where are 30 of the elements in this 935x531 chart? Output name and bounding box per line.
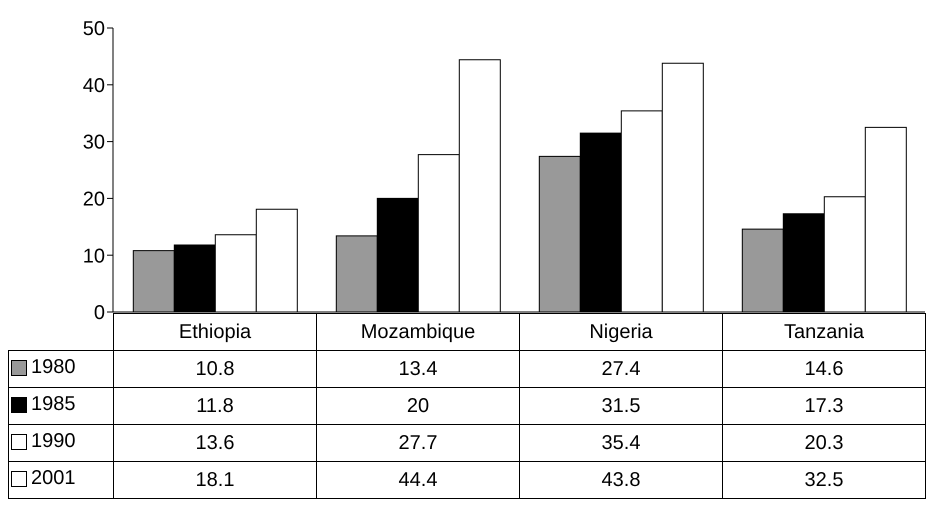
data-label: 32.5 [722, 462, 926, 498]
x-tick-label: Tanzania [722, 314, 926, 350]
data-label: 17.3 [722, 388, 926, 424]
data-label: 44.4 [316, 462, 520, 498]
y-tick-label: 10 [82, 245, 105, 268]
data-label: 35.4 [520, 424, 722, 462]
data-label: 31.5 [520, 388, 722, 424]
data-label: 10.8 [114, 350, 316, 388]
data-label: 20.3 [722, 424, 926, 462]
data-label: 11.8 [114, 388, 316, 424]
legend-label: 1985 [31, 393, 76, 416]
data-label: 18.1 [114, 462, 316, 498]
y-tick-label: 50 [82, 18, 105, 40]
data-label: 13.4 [316, 350, 520, 388]
legend-label: 2001 [31, 467, 76, 490]
legend-label: 1990 [31, 430, 76, 454]
y-tick-label: 30 [82, 132, 105, 154]
x-tick-label: Ethiopia [114, 314, 316, 350]
y-tick-label: 40 [82, 74, 105, 97]
data-label: 20 [316, 388, 520, 424]
y-tick-label: 0 [94, 302, 105, 324]
data-label: 14.6 [722, 350, 926, 388]
data-label: 43.8 [520, 462, 722, 498]
x-tick-label: Nigeria [520, 314, 722, 350]
legend-label: 1980 [31, 356, 76, 380]
data-label: 27.4 [520, 350, 722, 388]
data-label: 13.6 [114, 424, 316, 462]
y-tick-label: 20 [82, 188, 105, 210]
x-tick-label: Mozambique [316, 314, 520, 350]
data-label: 27.7 [316, 424, 520, 462]
